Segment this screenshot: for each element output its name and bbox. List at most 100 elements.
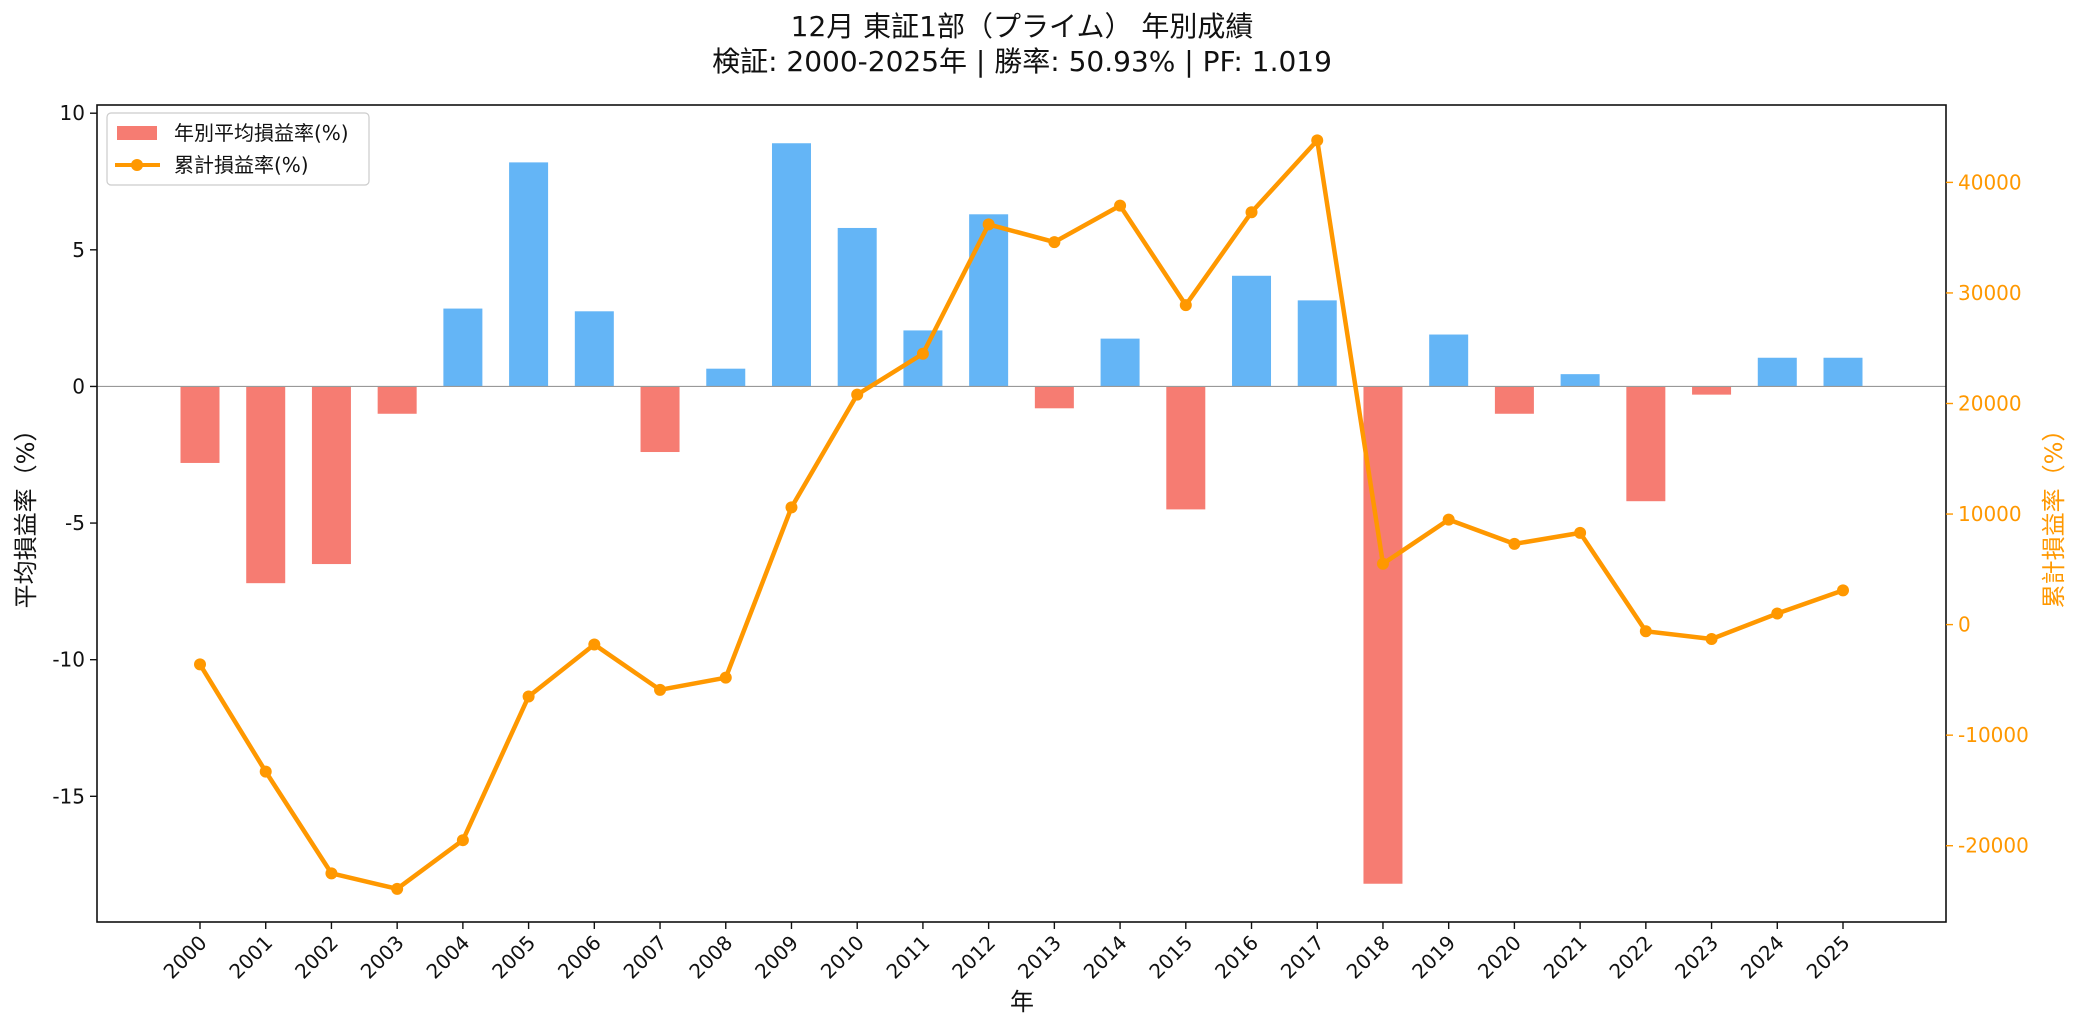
point-2023 [1705,632,1718,645]
bar-2005 [509,162,549,387]
chart-subtitle: 検証: 2000-2025年 | 勝率: 50.93% | PF: 1.019 [712,45,1332,78]
x-tick-label: 2015 [1144,931,1197,984]
y-axis-label: 平均損益率（%） [12,418,40,609]
bar-2025 [1823,357,1863,387]
bar-2024 [1757,357,1797,387]
point-2019 [1442,513,1455,526]
right-y-axis: 40000 30000 20000 10000 0 -10000 -20000 [1946,170,2029,858]
point-2017 [1311,134,1324,147]
x-tick-label: 2025 [1802,931,1855,984]
y-tick-label: 5 [72,238,85,262]
point-2007 [654,683,667,696]
legend-bar-swatch [117,126,157,140]
x-tick-label: 2018 [1342,931,1395,984]
y-tick-label: 0 [72,374,85,398]
bar-2020 [1494,386,1534,414]
x-tick-label: 2016 [1210,931,1263,984]
point-2011 [916,347,929,360]
y2-tick-label: 0 [1958,613,1971,637]
bar-2010 [837,227,877,387]
x-tick-label: 2008 [684,931,737,984]
y2-tick-label: 40000 [1958,170,2022,194]
point-2024 [1771,607,1784,620]
bar-2006 [574,311,614,387]
point-2018 [1376,557,1389,570]
y2-tick-label: 20000 [1958,391,2022,415]
point-2021 [1574,526,1587,539]
point-2003 [391,882,404,895]
point-2025 [1837,584,1849,597]
point-2010 [851,388,864,401]
x-tick-label: 2024 [1736,931,1789,984]
point-2001 [259,765,272,778]
x-tick-label: 2020 [1473,931,1526,984]
x-tick-label: 2012 [947,931,1000,984]
bar-2016 [1232,275,1272,387]
bar-2009 [771,143,811,387]
point-2020 [1508,537,1521,550]
x-tick-label: 2017 [1276,931,1329,984]
bar-2014 [1100,338,1140,387]
point-2006 [588,638,601,651]
y2-tick-label: -20000 [1958,834,2029,858]
point-2014 [1114,199,1127,212]
x-tick-label: 2004 [421,931,474,984]
x-tick-label: 2019 [1407,931,1460,984]
bar-2007 [640,386,680,453]
y-tick-label: 10 [60,101,85,125]
point-2016 [1245,206,1258,219]
y2-tick-label: 30000 [1958,281,2022,305]
x-tick-label: 2000 [159,931,212,984]
bar-2003 [377,386,417,414]
x-tick-label: 2005 [487,931,540,984]
x-tick-label: 2022 [1604,931,1657,984]
x-tick-label: 2001 [224,931,277,984]
plot-frame [96,104,1947,923]
bar-2017 [1297,300,1337,387]
chart-title: 12月 東証1部（プライム） 年別成績 [791,10,1254,43]
legend-line-marker [131,159,143,171]
legend: 年別平均損益率(%) 累計損益率(%) [106,112,370,186]
x-tick-label: 2003 [356,931,409,984]
legend-bar-label: 年別平均損益率(%) [174,121,349,145]
point-2012 [982,218,995,231]
cumulative-line [198,138,1844,892]
point-2004 [456,834,469,847]
bar-2015 [1166,386,1206,510]
x-tick-label: 2011 [881,931,934,984]
x-tick-label: 2010 [816,931,869,984]
x-tick-label: 2023 [1670,931,1723,984]
y2-tick-label: 10000 [1958,502,2022,526]
point-2009 [785,501,798,514]
legend-box [106,112,370,186]
y-tick-label: -5 [65,511,85,535]
y-tick-label: -15 [52,784,85,808]
bar-2021 [1560,374,1600,387]
bar-2000 [180,386,220,463]
point-2005 [522,690,535,703]
bar-2004 [443,308,483,387]
cumulative-line-layer [194,134,1849,895]
x-axis: 2000 2001 2002 2003 2004 2005 2006 2007 2008 2009… [159,922,1855,984]
x-axis-label: 年 [1010,988,1034,1016]
bar-2012 [969,214,1009,387]
x-tick-label: 2002 [290,931,343,984]
y2-axis-label: 累計損益率（%） [2040,418,2068,609]
bar-series-layer [180,143,1863,884]
point-2000 [194,658,206,671]
y-tick-label: -10 [52,648,85,672]
x-tick-label: 2013 [1013,931,1066,984]
bar-2018 [1363,386,1403,884]
point-2008 [719,671,732,684]
bar-2013 [1034,386,1074,409]
bar-2022 [1626,386,1666,502]
bar-2019 [1429,334,1469,387]
x-tick-label: 2006 [553,931,606,984]
y2-tick-label: -10000 [1958,723,2029,747]
bar-2023 [1692,386,1732,395]
x-tick-label: 2007 [619,931,672,984]
bar-2001 [246,386,286,584]
point-2002 [325,867,338,880]
point-2013 [1048,236,1061,249]
